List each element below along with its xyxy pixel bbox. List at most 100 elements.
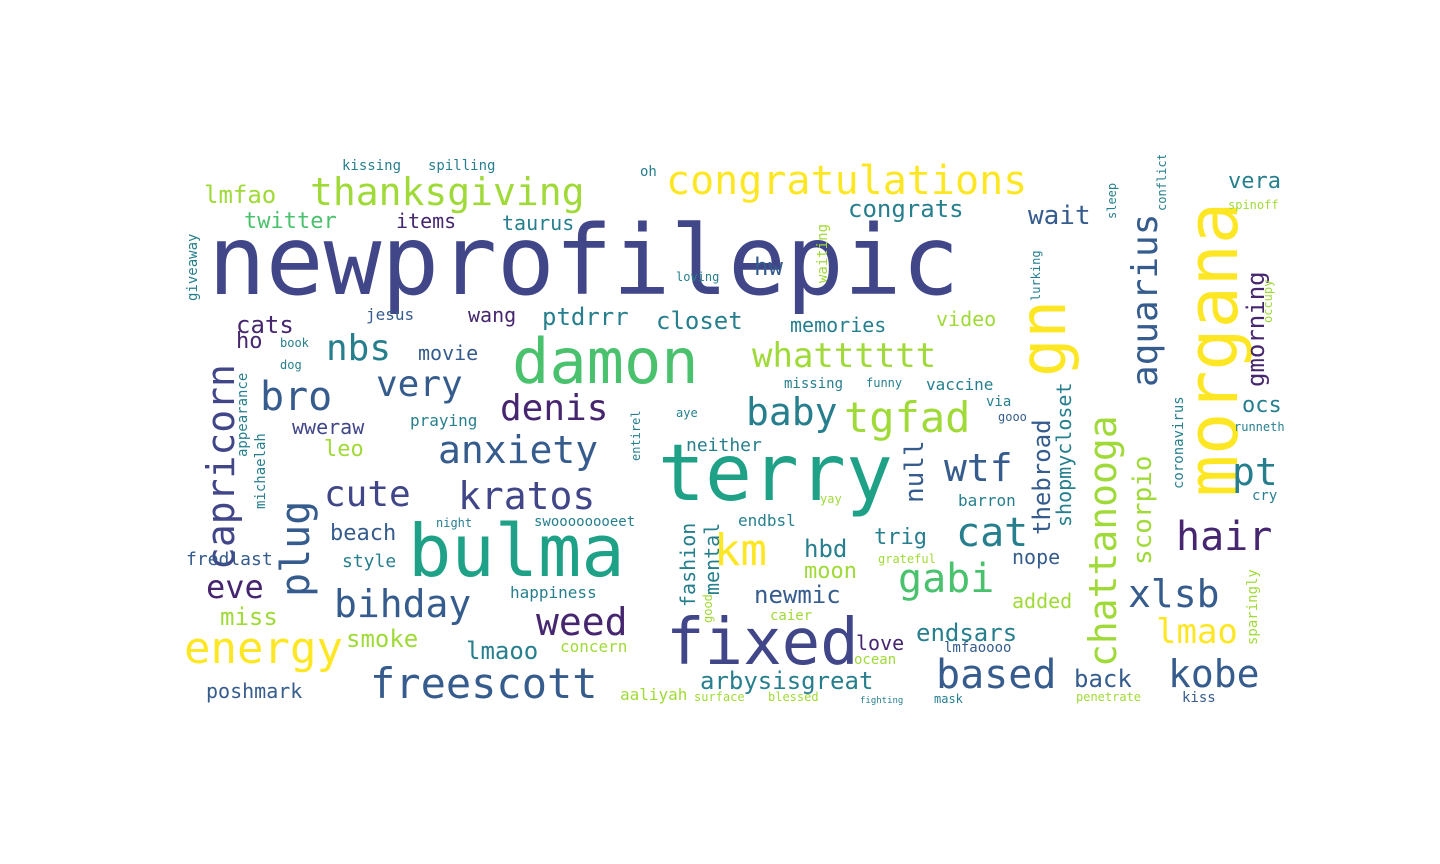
word-trig: trig bbox=[874, 525, 927, 550]
word-km: km bbox=[714, 525, 767, 576]
word-wtf: wtf bbox=[944, 446, 1013, 490]
word-wweraw: wweraw bbox=[292, 415, 365, 439]
word-damon: damon bbox=[512, 325, 699, 398]
word-taurus: taurus bbox=[502, 211, 575, 235]
word-added: added bbox=[1012, 589, 1073, 613]
word-dog: dog bbox=[280, 358, 302, 372]
word-eve: eve bbox=[206, 568, 264, 606]
word-fighting: fighting bbox=[860, 696, 904, 706]
word-closet: closet bbox=[656, 307, 743, 335]
word-lmfao: lmfao bbox=[204, 181, 277, 209]
word-wait: wait bbox=[1028, 201, 1091, 231]
word-fredlast: fredlast bbox=[186, 549, 273, 570]
word-congratulations: congratulations bbox=[666, 158, 1028, 204]
word-kobe: kobe bbox=[1168, 652, 1260, 696]
word-hair: hair bbox=[1176, 514, 1273, 560]
word-missing: missing bbox=[784, 376, 844, 392]
word-scorpio: scorpio bbox=[1128, 455, 1158, 565]
word-smoke: smoke bbox=[346, 625, 419, 653]
word-whatttttt: whatttttt bbox=[752, 336, 937, 376]
word-endsars: endsars bbox=[916, 619, 1018, 647]
word-occupy: occupy bbox=[1261, 279, 1275, 323]
word-movie: movie bbox=[418, 341, 479, 365]
word-poshmark: poshmark bbox=[206, 679, 303, 703]
word-michaelah: michaelah bbox=[253, 433, 269, 509]
word-weed: weed bbox=[536, 600, 628, 644]
word-love: love bbox=[856, 631, 905, 655]
word-cats: cats bbox=[236, 311, 294, 339]
word-leo: leo bbox=[324, 437, 364, 462]
word-mask: mask bbox=[934, 692, 963, 706]
word-terry: terry bbox=[658, 429, 893, 519]
word-cat: cat bbox=[956, 510, 1029, 556]
word-fashion: fashion bbox=[676, 522, 700, 607]
word-lmaoo: lmaoo bbox=[466, 637, 539, 665]
word-aye: aye bbox=[676, 406, 698, 420]
word-ptdrrr: ptdrrr bbox=[542, 303, 629, 331]
word-memories: memories bbox=[790, 313, 887, 337]
word-loving: loving bbox=[676, 270, 720, 284]
word-kiss: kiss bbox=[1182, 690, 1216, 706]
word-null: null bbox=[900, 440, 930, 503]
word-coronavirus: coronavirus bbox=[1171, 396, 1187, 489]
word-baby: baby bbox=[746, 390, 838, 434]
word-spilling: spilling bbox=[428, 158, 496, 174]
word-book: book bbox=[280, 336, 309, 350]
word-twitter: twitter bbox=[244, 209, 337, 234]
word-blessed: blessed bbox=[768, 690, 819, 704]
word-plug: plug bbox=[273, 500, 319, 597]
word-runneth: runneth bbox=[1234, 420, 1285, 434]
word-night: night bbox=[436, 516, 473, 530]
word-thanksgiving: thanksgiving bbox=[310, 170, 585, 214]
word-congrats: congrats bbox=[848, 195, 964, 223]
word-nbs: nbs bbox=[326, 328, 392, 369]
word-vera: vera bbox=[1228, 169, 1281, 194]
word-swoooooooeet: swoooooooeet bbox=[534, 514, 636, 530]
word-bihday: bihday bbox=[334, 582, 472, 626]
word-aquarius: aquarius bbox=[1125, 213, 1166, 387]
word-funny: funny bbox=[866, 376, 903, 390]
word-concern: concern bbox=[560, 637, 628, 656]
word-gn: gn bbox=[1007, 299, 1081, 377]
word-fixed: fixed bbox=[666, 606, 859, 680]
word-newmic: newmic bbox=[754, 581, 841, 609]
word-xlsb: xlsb bbox=[1128, 572, 1220, 616]
word-good: good bbox=[701, 594, 715, 623]
word-cute: cute bbox=[324, 474, 411, 515]
word-endbsl: endbsl bbox=[738, 511, 796, 530]
word-anxiety: anxiety bbox=[438, 428, 599, 472]
word-kratos: kratos bbox=[458, 474, 596, 518]
word-energy: energy bbox=[184, 623, 343, 674]
word-spinoff: spinoff bbox=[1228, 198, 1279, 212]
word-penetrate: penetrate bbox=[1076, 690, 1142, 704]
word-hw: hw bbox=[754, 253, 783, 281]
word-caier: caier bbox=[770, 608, 813, 624]
word-waiting: waiting bbox=[815, 223, 831, 283]
word-conflict: conflict bbox=[1155, 155, 1169, 211]
word-yay: yay bbox=[820, 492, 842, 506]
word-sparingly: sparingly bbox=[1245, 569, 1261, 645]
word-shopmycloset: shopmycloset bbox=[1052, 382, 1076, 528]
word-barron: barron bbox=[958, 491, 1016, 510]
word-sleep: sleep bbox=[1105, 182, 1119, 219]
word-gabi: gabi bbox=[898, 556, 995, 602]
word-grateful: grateful bbox=[878, 552, 936, 566]
word-denis: denis bbox=[500, 388, 609, 429]
word-ho: ho bbox=[236, 329, 263, 354]
word-items: items bbox=[396, 209, 457, 233]
word-cry: cry bbox=[1252, 488, 1278, 504]
word-wang: wang bbox=[468, 303, 517, 327]
word-happiness: happiness bbox=[510, 583, 597, 602]
word-appearance: appearance bbox=[235, 372, 251, 457]
word-cloud: newprofilepic terry bulma morgana damon … bbox=[180, 155, 1300, 715]
word-oh: oh bbox=[640, 164, 657, 180]
word-via: via bbox=[986, 394, 1012, 410]
word-giveaway: giveaway bbox=[185, 233, 201, 301]
word-video: video bbox=[936, 307, 997, 331]
word-bro: bro bbox=[260, 374, 333, 420]
word-chattanooga: chattanooga bbox=[1081, 415, 1125, 667]
word-miss: miss bbox=[220, 603, 278, 631]
word-jesus: jesus bbox=[366, 305, 415, 324]
word-neither: neither bbox=[686, 435, 762, 456]
word-vaccine: vaccine bbox=[926, 375, 994, 394]
